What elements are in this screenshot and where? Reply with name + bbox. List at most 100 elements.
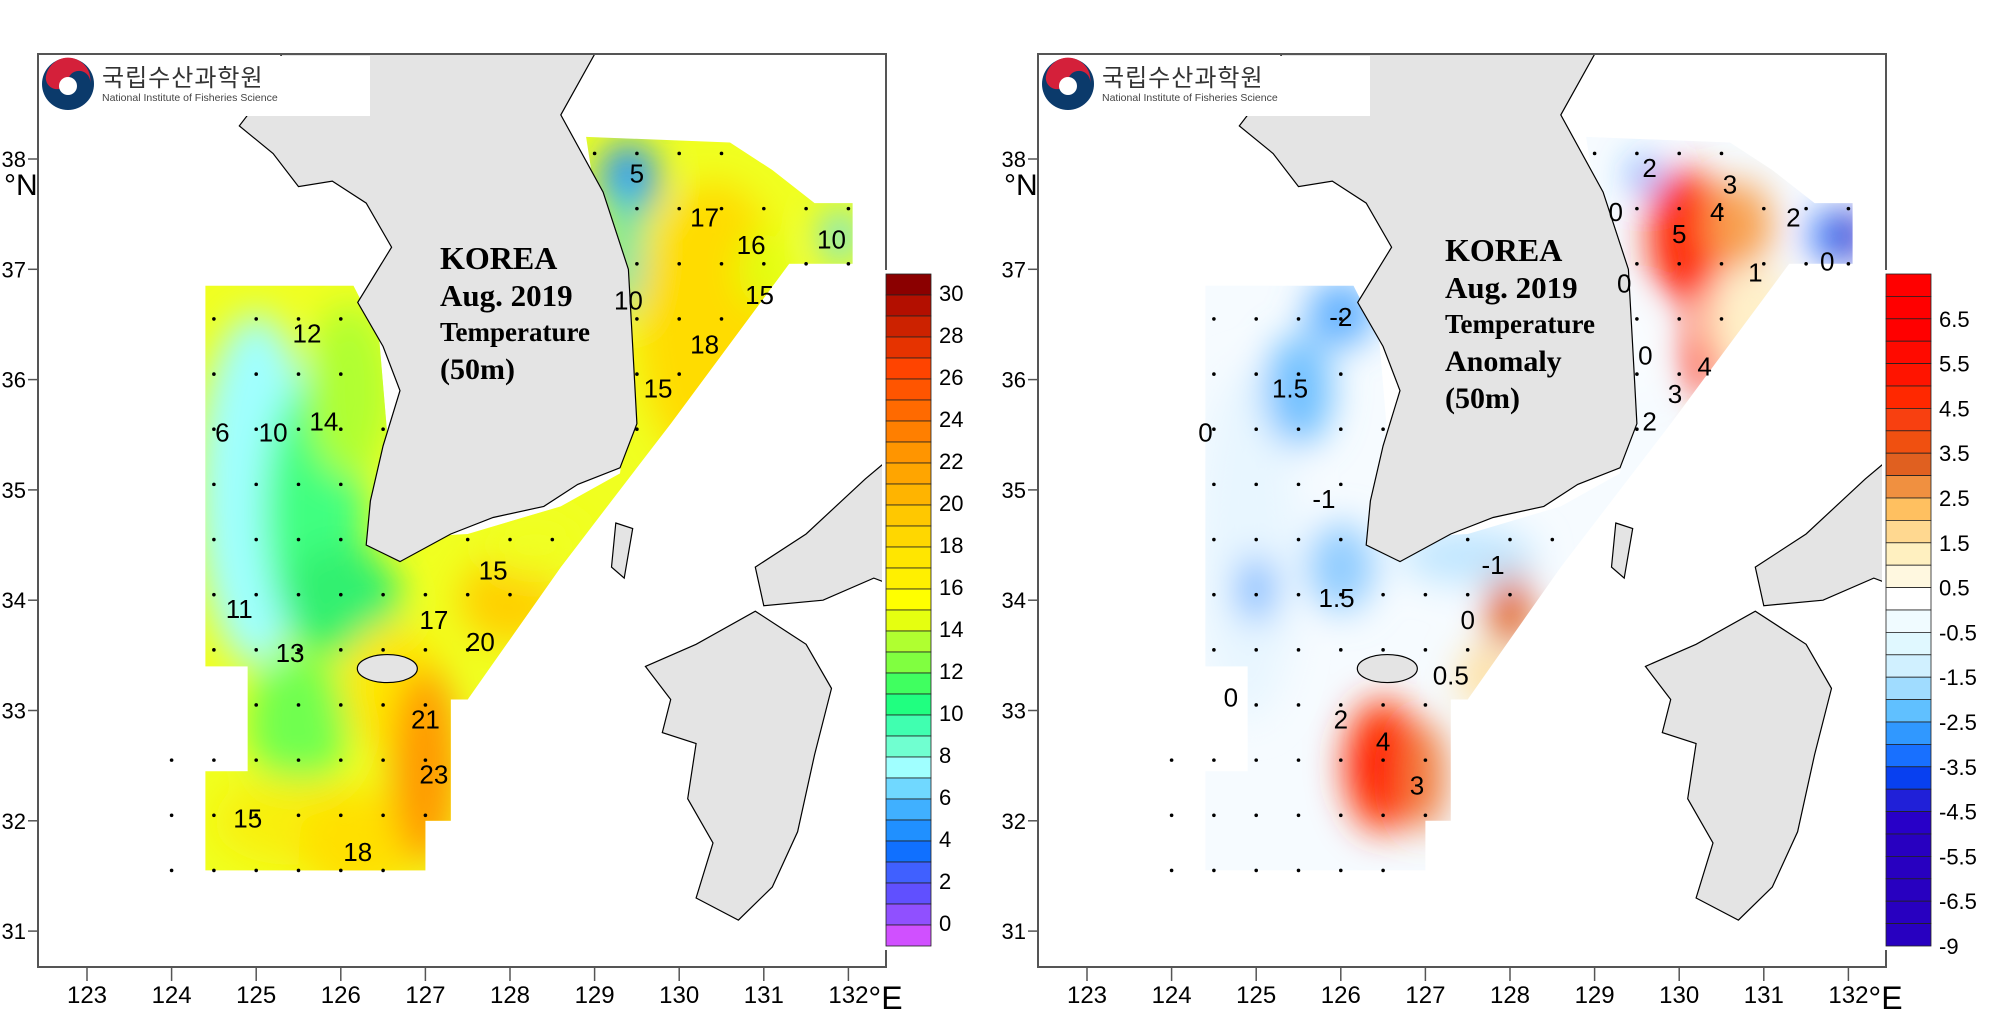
- station-dot: [1339, 592, 1343, 597]
- station-dot: [1212, 758, 1216, 762]
- station-dot: [296, 592, 301, 597]
- station-dot: [1635, 206, 1639, 211]
- contour-label: 4: [1697, 351, 1711, 381]
- station-dot: [212, 813, 216, 818]
- logo-english-text: National Institute of Fisheries Science: [102, 92, 278, 104]
- station-dot: [719, 206, 724, 211]
- contour-label: 1.5: [1318, 583, 1354, 613]
- station-dot: [296, 537, 301, 542]
- lon-tick-label: 131: [1744, 982, 1784, 1009]
- contour-region: [1205, 368, 1299, 722]
- station-dot: [212, 758, 216, 762]
- station-dot: [592, 151, 597, 156]
- title-line: KOREA: [440, 240, 558, 276]
- contour-region: [391, 666, 460, 865]
- colorbar-swatch: [1885, 385, 1932, 409]
- lon-tick-label: 126: [321, 982, 361, 1009]
- station-dot: [1719, 206, 1724, 211]
- station-dot: [381, 592, 385, 597]
- korea-land: [238, 54, 638, 563]
- contour-label: 0: [1820, 247, 1834, 277]
- station-dot: [1762, 261, 1766, 266]
- station-dot: [1254, 427, 1258, 432]
- station-dot: [1212, 868, 1216, 873]
- contour-label: 3: [1410, 771, 1424, 801]
- station-dot: [296, 317, 301, 321]
- contour-region: [1404, 721, 1447, 832]
- station-dot: [1296, 592, 1301, 597]
- station-dot: [1508, 537, 1512, 542]
- colorbar-swatch: [1885, 654, 1932, 678]
- station-dot: [296, 813, 301, 818]
- station-dot: [635, 427, 639, 432]
- kyushu-land: [1644, 610, 1833, 921]
- station-dot: [254, 758, 258, 762]
- colorbar-label: 5.5: [1939, 352, 1970, 377]
- station-dot: [381, 427, 385, 432]
- contour-label: 10: [614, 285, 643, 315]
- station-dot: [339, 592, 343, 597]
- station-dot: [1212, 427, 1216, 432]
- colorbar-swatch: [885, 525, 932, 548]
- station-dot: [381, 868, 385, 873]
- station-dot: [635, 372, 639, 376]
- station-dot: [677, 261, 681, 266]
- station-dot: [1508, 592, 1512, 597]
- station-dot: [1635, 372, 1639, 376]
- anomaly-map-panel: 2 0 5 4 3 2 0 1 0 0 4 3 2 -2 1.5 0 -1 1.5 -1 0 0.5 0 2 4 3 123 124…: [1000, 0, 2000, 1020]
- station-dot: [1254, 703, 1258, 707]
- station-dot: [296, 868, 301, 873]
- colorbar-swatch: [1885, 833, 1932, 857]
- lat-tick-label: 32: [1002, 809, 1026, 834]
- contour-region: [1831, 208, 1853, 264]
- colorbar-swatch: [885, 756, 932, 779]
- station-dot: [1762, 206, 1766, 211]
- station-dot: [1381, 427, 1385, 432]
- colorbar-label: 20: [939, 491, 963, 516]
- lon-tick-label: 131: [744, 982, 784, 1009]
- contour-label: 17: [419, 605, 448, 635]
- title-line: Aug. 2019: [440, 278, 573, 313]
- station-dot: [1381, 813, 1385, 818]
- station-dot: [1339, 758, 1343, 762]
- station-dot: [1339, 317, 1343, 321]
- contour-label: 0: [1460, 605, 1474, 635]
- station-dot: [804, 261, 808, 266]
- lon-tick-label: 123: [67, 982, 107, 1009]
- colorbar-swatch: [885, 483, 932, 506]
- contour-label: 3: [1668, 379, 1682, 409]
- station-dot: [1296, 317, 1301, 321]
- colorbar-label: 22: [939, 449, 963, 474]
- contour-region: [247, 655, 350, 788]
- lat-tick-label: 36: [2, 368, 26, 393]
- contour-label: 10: [817, 225, 846, 255]
- taegeuk-logo-icon: [1042, 57, 1094, 110]
- station-dot: [846, 261, 851, 266]
- contour-region: [1649, 170, 1726, 303]
- station-dot: [339, 648, 343, 652]
- station-dot: [1635, 261, 1639, 266]
- lat-tick-label: 33: [2, 699, 26, 724]
- station-dot: [1339, 868, 1343, 873]
- lat-tick-label: 34: [1002, 588, 1026, 613]
- station-dot: [381, 813, 385, 818]
- station-dot: [1804, 206, 1808, 211]
- lat-tick-label: 38: [1002, 147, 1026, 172]
- contour-label: 0: [1609, 197, 1623, 227]
- contour-label: 23: [419, 760, 448, 790]
- colorbar-swatch: [885, 336, 932, 359]
- jeju-island: [356, 653, 418, 684]
- lon-unit-label: °E: [1868, 980, 1902, 1016]
- lon-tick-label: 129: [1575, 982, 1615, 1009]
- map-title: KOREA Aug. 2019 Temperature Anomaly (50m…: [1445, 232, 1595, 417]
- honshu-land: [1754, 460, 1886, 607]
- contour-label: 15: [479, 556, 508, 586]
- lon-tick-label: 128: [1490, 982, 1530, 1009]
- station-dot: [1169, 813, 1174, 818]
- contour-region: [306, 302, 392, 479]
- colorbar-swatch: [1885, 452, 1932, 477]
- station-dot: [339, 372, 343, 376]
- contour-region: [1239, 556, 1274, 623]
- colorbar-swatch: [1885, 811, 1932, 835]
- honshu-land: [754, 460, 886, 607]
